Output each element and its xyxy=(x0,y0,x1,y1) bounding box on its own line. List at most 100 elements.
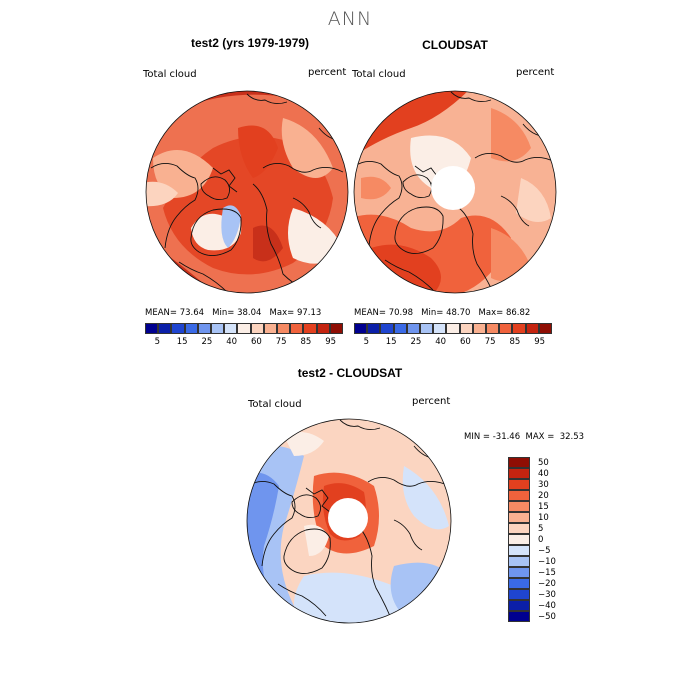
colorbar-swatch xyxy=(211,323,225,334)
map-border xyxy=(353,90,557,294)
colorbar-tick-label: 30 xyxy=(538,479,549,490)
colorbar-tick-label: −10 xyxy=(538,556,556,567)
polar-map-diff xyxy=(246,418,452,624)
colorbar-swatch xyxy=(512,323,526,334)
colorbar-tick-label: 0 xyxy=(538,534,544,545)
colorbar-swatch xyxy=(380,323,394,334)
colorbar-swatch xyxy=(250,323,264,334)
map-fill-region xyxy=(402,466,449,530)
max-label: Max= xyxy=(269,308,295,318)
colorbar-swatch xyxy=(316,323,330,334)
colorbar-tick-label: 20 xyxy=(538,490,549,501)
min-label: Min= xyxy=(421,308,444,318)
pole-hole xyxy=(328,498,368,538)
map-fill-region xyxy=(491,108,531,162)
min-value: 48.70 xyxy=(446,308,471,318)
colorbar-tick-label: 95 xyxy=(534,337,546,347)
colorbar-tick-label: 60 xyxy=(250,337,262,347)
colorbar-swatch xyxy=(420,323,434,334)
colorbar-tick-label: 85 xyxy=(509,337,521,347)
colorbar-swatch xyxy=(508,611,530,622)
colorbar-swatch xyxy=(508,501,530,512)
map-fill-region xyxy=(284,432,324,456)
coastlines xyxy=(354,91,556,291)
colorbar-swatch xyxy=(158,323,172,334)
colorbar-swatch xyxy=(459,323,473,334)
colorbar-swatch xyxy=(197,323,211,334)
map-fill-region xyxy=(281,118,333,178)
variable-label-model: Total cloud xyxy=(143,69,197,80)
colorbar-swatch xyxy=(406,323,420,334)
colorbar-tick-label: 40 xyxy=(226,337,238,347)
colorbar-swatch xyxy=(184,323,198,334)
colorbar-swatch xyxy=(224,323,238,334)
map-fill-region xyxy=(361,176,391,200)
colorbar-swatch xyxy=(538,323,552,334)
colorbar-model xyxy=(145,323,343,334)
colorbar-tick-label: 5 xyxy=(538,523,544,534)
colorbar-swatch xyxy=(508,512,530,523)
colorbar-swatch xyxy=(508,545,530,556)
colorbar-swatch xyxy=(508,523,530,534)
colorbar-tick-label: 10 xyxy=(538,512,549,523)
units-label-model: percent xyxy=(308,67,347,78)
colorbar-tick-label: −15 xyxy=(538,567,556,578)
colorbar-tick-label: 75 xyxy=(484,337,496,347)
map-fill-region xyxy=(390,562,449,616)
colorbar-tick-label: 25 xyxy=(410,337,422,347)
panel-title-obs: CLOUDSAT xyxy=(422,38,488,52)
colorbar-tick-label: −5 xyxy=(538,545,551,556)
min-value: 38.04 xyxy=(237,308,262,318)
colorbar-tick-label: 40 xyxy=(538,468,549,479)
max-value: 97.13 xyxy=(296,308,322,318)
colorbar-model-labels: 5 15 25 40 60 75 85 95 xyxy=(145,337,343,349)
max-label: Max= xyxy=(478,308,504,318)
polar-map-obs xyxy=(353,90,557,294)
coastlines xyxy=(150,93,344,293)
colorbar-tick-label: 60 xyxy=(459,337,471,347)
units-label-obs: percent xyxy=(516,67,555,78)
colorbar-swatch xyxy=(145,323,159,334)
colorbar-swatch xyxy=(508,600,530,611)
colorbar-swatch xyxy=(508,457,530,468)
mean-label: MEAN= xyxy=(145,308,177,318)
range-text-diff: MIN = -31.46 MAX = 32.53 xyxy=(464,432,585,442)
map-fill-region xyxy=(146,181,178,207)
colorbar-swatch xyxy=(499,323,513,334)
colorbar-swatch xyxy=(290,323,304,334)
colorbar-swatch xyxy=(446,323,460,334)
colorbar-swatch xyxy=(354,323,368,334)
colorbar-swatch xyxy=(393,323,407,334)
colorbar-obs xyxy=(354,323,552,334)
colorbar-swatch xyxy=(508,578,530,589)
pole-hole xyxy=(431,166,475,210)
colorbar-obs-labels: 5 15 25 40 60 75 85 95 xyxy=(354,337,552,349)
colorbar-swatch xyxy=(277,323,291,334)
colorbar-swatch xyxy=(171,323,185,334)
colorbar-tick-label: −40 xyxy=(538,600,556,611)
variable-label-obs: Total cloud xyxy=(352,69,406,80)
stats-model: MEAN= 73.64 Min= 38.04 Max= 97.13 xyxy=(145,308,321,318)
colorbar-swatch xyxy=(508,479,530,490)
colorbar-swatch xyxy=(508,490,530,501)
colorbar-tick-label: 50 xyxy=(538,457,549,468)
mean-value: 70.98 xyxy=(388,308,414,318)
colorbar-swatch xyxy=(508,534,530,545)
colorbar-swatch xyxy=(486,323,500,334)
colorbar-swatch xyxy=(329,323,343,334)
colorbar-tick-label: 25 xyxy=(201,337,213,347)
colorbar-swatch xyxy=(263,323,277,334)
units-label-diff: percent xyxy=(412,396,451,407)
colorbar-swatch xyxy=(367,323,381,334)
colorbar-swatch xyxy=(433,323,447,334)
colorbar-tick-label: −30 xyxy=(538,589,556,600)
colorbar-tick-label: 5 xyxy=(363,337,370,347)
map-fill-region xyxy=(288,208,343,264)
colorbar-swatch xyxy=(508,567,530,578)
colorbar-swatch xyxy=(472,323,486,334)
colorbar-tick-label: −20 xyxy=(538,578,556,589)
colorbar-swatch xyxy=(508,556,530,567)
colorbar-swatch xyxy=(508,468,530,479)
map-fill-region xyxy=(516,178,551,222)
figure-title: ANN xyxy=(327,8,373,30)
